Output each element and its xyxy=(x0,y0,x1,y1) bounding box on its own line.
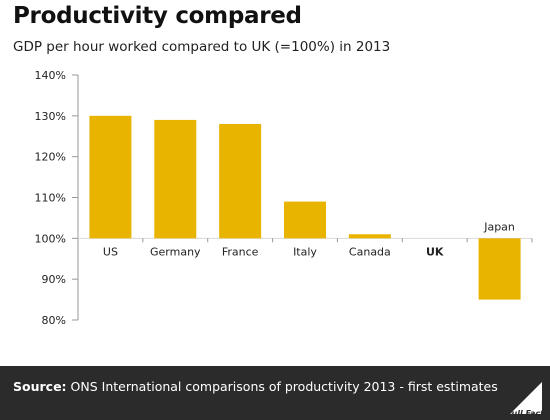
category-label: France xyxy=(222,245,259,258)
bar xyxy=(284,201,326,239)
y-tick-label: 130% xyxy=(35,110,66,123)
y-tick-label: 110% xyxy=(35,192,66,205)
source-prefix: Source: xyxy=(13,379,67,394)
bar-chart: 80% 90% 100% 110% 120% 130% 140% US Germany Franc… xyxy=(35,69,533,327)
source-text: ONS International comparisons of product… xyxy=(70,379,498,394)
y-tick-label: 140% xyxy=(35,69,66,82)
source-note: Source: ONS International comparisons of… xyxy=(13,379,498,394)
category-label: Germany xyxy=(150,245,201,258)
footer: Source: ONS International comparisons of… xyxy=(0,366,550,420)
y-tick-label: 90% xyxy=(42,273,66,286)
category-label: Japan xyxy=(483,220,515,233)
category-label: Italy xyxy=(293,245,317,258)
chart-subtitle: GDP per hour worked compared to UK (=100… xyxy=(13,39,391,55)
bar xyxy=(89,115,132,239)
logo-text: Full Fact xyxy=(506,409,544,418)
category-label: Canada xyxy=(349,245,391,258)
category-label: UK xyxy=(426,245,444,258)
bar xyxy=(478,238,521,300)
chart-title: Productivity compared xyxy=(13,3,302,29)
y-tick-label: 100% xyxy=(35,232,66,245)
bar xyxy=(348,234,391,239)
full-fact-logo-icon xyxy=(510,382,542,414)
bar xyxy=(219,124,262,239)
y-tick-label: 80% xyxy=(42,314,66,327)
y-tick-label: 120% xyxy=(35,151,66,164)
category-label: US xyxy=(103,245,118,258)
bar xyxy=(154,119,197,239)
